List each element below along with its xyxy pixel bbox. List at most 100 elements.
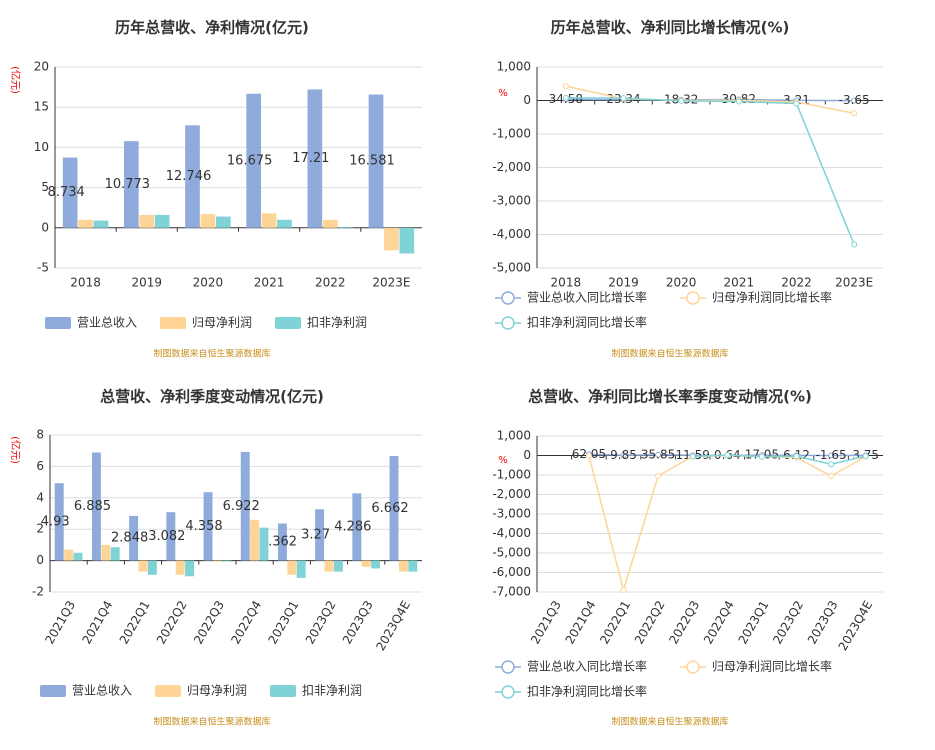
x-tick-label: 2022Q3 xyxy=(666,598,702,646)
x-tick-label: 2022Q2 xyxy=(632,598,668,646)
point xyxy=(793,100,800,107)
x-tick-label: 2023Q4E xyxy=(373,598,413,653)
x-tick-label: 2019 xyxy=(131,276,162,290)
x-tick-label: 2018 xyxy=(70,276,101,290)
bar xyxy=(212,560,222,562)
data-label: 16.675 xyxy=(227,153,273,168)
x-tick-label: 2023Q2 xyxy=(303,598,339,646)
x-tick-label: 2022Q2 xyxy=(154,598,190,646)
data-label: 3.082 xyxy=(148,529,185,544)
bar xyxy=(154,214,170,228)
bar xyxy=(368,94,384,228)
source-note: 制图数据来自恒生聚源数据库 xyxy=(611,348,728,360)
point xyxy=(620,95,627,102)
series-line xyxy=(565,97,855,245)
y-tick-label: -2,000 xyxy=(492,487,531,501)
x-tick-label: 2023Q1 xyxy=(265,598,301,646)
point xyxy=(585,452,592,459)
y-axis-label: (亿元) xyxy=(9,66,22,94)
data-label: 2.848 xyxy=(111,531,148,546)
chart-title: 历年总营收、净利同比增长情况(%) xyxy=(551,19,790,37)
x-tick-label: 2023E xyxy=(835,276,873,290)
x-tick-label: 2021Q3 xyxy=(42,598,78,646)
legend-marker xyxy=(501,316,515,330)
bar xyxy=(110,547,120,561)
bar xyxy=(399,227,415,254)
x-tick-label: 2022Q3 xyxy=(191,598,227,646)
bar xyxy=(277,523,287,561)
y-tick-label: 0 xyxy=(36,553,44,567)
data-label: 6.922 xyxy=(223,499,260,514)
data-label: 10.773 xyxy=(105,177,151,192)
data-label: 17.21 xyxy=(292,151,329,166)
y-tick-label: 1,000 xyxy=(497,429,531,443)
bar xyxy=(62,157,78,228)
x-tick-label: 2023Q4E xyxy=(836,598,876,653)
bar xyxy=(54,483,64,561)
bar xyxy=(147,560,157,575)
bar xyxy=(185,125,200,228)
series-line xyxy=(588,454,867,593)
y-tick-label: -3,000 xyxy=(492,194,531,208)
x-tick-label: 2023Q1 xyxy=(736,598,772,646)
y-tick-label: 2 xyxy=(36,522,44,536)
point xyxy=(758,453,765,460)
bar xyxy=(215,216,231,228)
bar xyxy=(307,89,323,228)
point xyxy=(724,452,731,459)
y-tick-label: 15 xyxy=(34,100,49,114)
x-tick-label: 2021Q4 xyxy=(563,598,599,646)
bar xyxy=(246,93,262,228)
x-tick-label: 2021Q3 xyxy=(528,598,564,646)
bar xyxy=(166,512,176,561)
bar xyxy=(296,560,306,578)
y-tick-label: -5,000 xyxy=(492,546,531,560)
data-label: -3.65 xyxy=(839,93,870,107)
data-label: 2.362 xyxy=(260,535,297,550)
y-tick-label: 5 xyxy=(41,180,49,194)
y-tick-label: -7,000 xyxy=(492,585,531,599)
point xyxy=(655,472,662,479)
point xyxy=(828,461,835,468)
legend-swatch xyxy=(45,317,71,329)
chart-title: 历年总营收、净利情况(亿元) xyxy=(115,19,309,37)
y-tick-label: -3,000 xyxy=(492,507,531,521)
legend-label: 营业总收入 xyxy=(77,316,137,330)
bar xyxy=(361,560,371,567)
y-tick-label: -1,000 xyxy=(492,468,531,482)
legend-swatch xyxy=(270,685,296,697)
x-tick-label: 2022 xyxy=(315,276,346,290)
bar xyxy=(333,560,343,572)
bar xyxy=(203,492,213,561)
legend-marker xyxy=(501,660,515,674)
y-tick-label: 20 xyxy=(34,60,49,74)
legend-swatch xyxy=(160,317,186,329)
x-tick-label: 2023Q2 xyxy=(770,598,806,646)
bar xyxy=(389,456,399,561)
bar xyxy=(324,560,334,572)
y-tick-label: 10 xyxy=(34,140,49,154)
point xyxy=(620,452,627,459)
data-label: 8.734 xyxy=(48,185,85,200)
bar xyxy=(123,141,139,228)
legend-marker xyxy=(501,291,515,305)
y-tick-label: -1,000 xyxy=(492,127,531,141)
y-tick-label: -5 xyxy=(37,261,49,275)
x-tick-label: 2023E xyxy=(372,276,410,290)
x-tick-label: 2023Q3 xyxy=(340,598,376,646)
point xyxy=(678,97,685,104)
bar xyxy=(64,549,74,561)
legend-label: 归母净利润同比增长率 xyxy=(712,290,832,305)
legend-label: 归母净利润 xyxy=(187,684,247,698)
y-tick-label: 8 xyxy=(36,428,44,442)
point xyxy=(735,98,742,105)
y-tick-label: 4 xyxy=(36,490,44,504)
bar xyxy=(287,560,297,575)
point xyxy=(851,110,858,117)
bar xyxy=(352,493,362,561)
legend-label: 营业总收入 xyxy=(72,684,132,698)
chart-title: 总营收、净利同比增长率季度变动情况(%) xyxy=(528,388,812,406)
data-label: 6.885 xyxy=(74,499,111,514)
data-label: 4.358 xyxy=(185,519,222,534)
legend-label: 归母净利润 xyxy=(192,316,252,330)
